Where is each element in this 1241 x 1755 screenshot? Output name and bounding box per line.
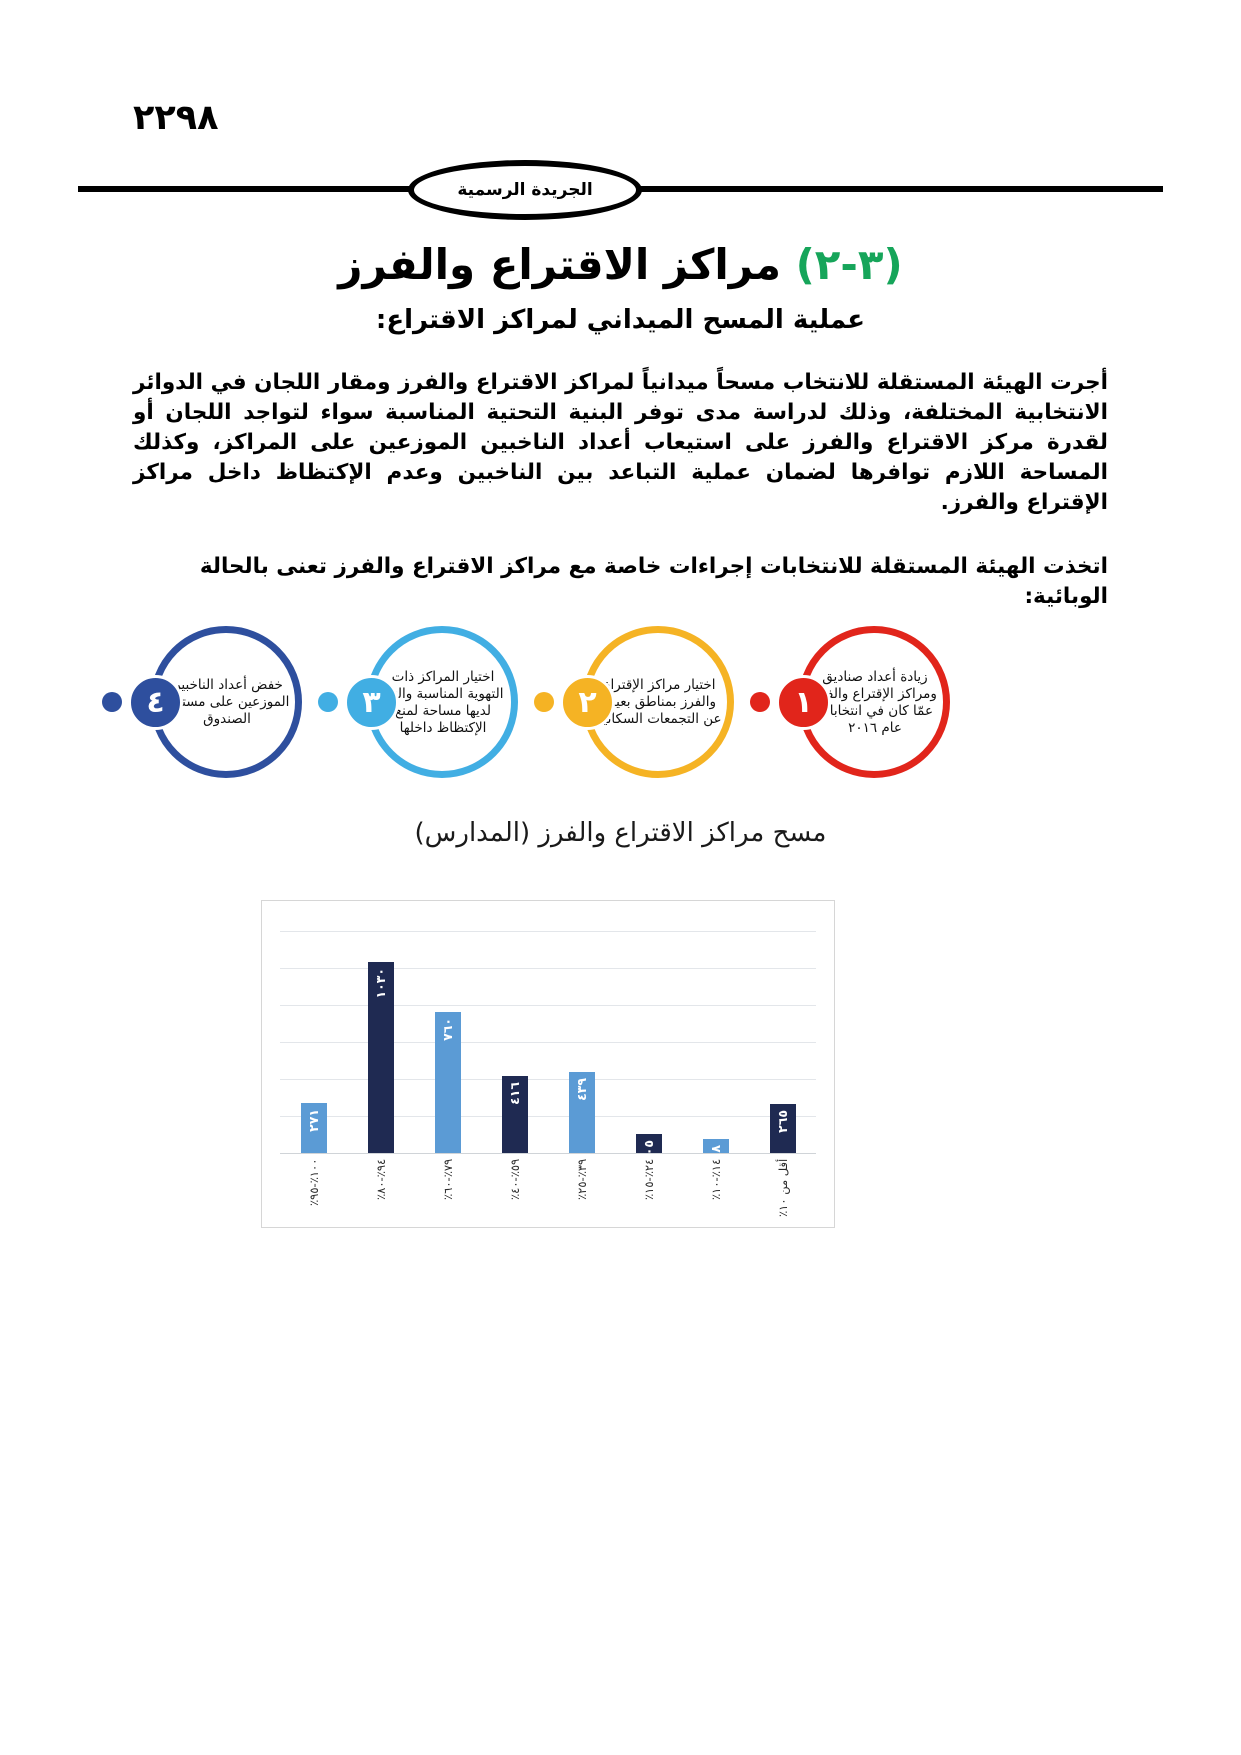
chart-gridline: [280, 931, 816, 932]
chart-bar-value-label: ٧٦٠: [440, 1018, 455, 1042]
chart-gridline: [280, 1005, 816, 1006]
chart-gridline: [280, 1042, 816, 1043]
chart-bar[interactable]: ٤٣٩: [568, 1071, 595, 1153]
chart-x-label-column: ٣٩٪-٢٥٪: [551, 1155, 611, 1225]
chart-bar[interactable]: ٢٦٥: [769, 1103, 796, 1153]
chart-x-label-column: أقل من ١٠٪: [752, 1155, 812, 1225]
infographic-node-4-text: خفض أعداد الناخبين الموزعين على مستوى ال…: [164, 677, 290, 727]
chart-x-tick-label: ٩٤٪-٨٠٪: [373, 1159, 388, 1201]
chart-bar[interactable]: ١٠٥: [635, 1133, 662, 1162]
chart-gridline: [280, 968, 816, 969]
chart-x-label-column: ١٤٪-١٠٪: [685, 1155, 745, 1225]
page-title: (٣-٢) مراكز الاقتراع والفرز: [0, 240, 1241, 289]
chart-bar-value-label: ٤٣٩: [574, 1077, 589, 1101]
infographic-dot-3: [318, 692, 338, 712]
chart-container: ٢٧١ ١٠٣٠ ٧٦٠ ٤١٦ ٤٣٩ ١٠٥ ١٨ ٢٦٥ ١٠٠٪-٩٥٪ ٩٤٪-٨٠٪…: [261, 900, 835, 1228]
chart-bar[interactable]: ١٨: [702, 1139, 729, 1160]
chart-x-tick-label: ٢٤٪-١٥٪: [641, 1159, 656, 1201]
chart-x-tick-label: ٣٩٪-٢٥٪: [574, 1159, 589, 1201]
infographic-node-2-text: اختيار مراكز الإقتراع والفرز بمناطق بعيد…: [596, 677, 722, 727]
section-number: (٣-٢): [795, 240, 903, 289]
chart-bar[interactable]: ٢٧١: [300, 1102, 327, 1153]
infographic-badge-3: ٣: [344, 675, 399, 730]
infographic-node-3: اختيار المراكز ذات التهوية المناسبة والت…: [318, 618, 518, 778]
gazette-ellipse: الجريدة الرسمية: [408, 160, 642, 220]
chart-title: مسح مراكز الاقتراع والفرز (المدارس): [414, 818, 827, 848]
chart-x-tick-label: أقل من ١٠٪: [775, 1159, 790, 1218]
chart-x-label-column: ٢٤٪-١٥٪: [618, 1155, 678, 1225]
infographic-node-3-text: اختيار المراكز ذات التهوية المناسبة والت…: [382, 668, 504, 736]
infographic-badge-2: ٢: [560, 675, 615, 730]
infographic-node-2: اختيار مراكز الإقتراع والفرز بمناطق بعيد…: [534, 618, 734, 778]
chart-bar-value-label: ٤١٦: [507, 1082, 522, 1105]
chart-x-tick-label: ٥٩٪-٤٠٪: [507, 1159, 522, 1201]
chart-bar-column: ٤١٦: [484, 931, 544, 1153]
page-number: ٢٢٩٨: [133, 98, 219, 138]
chart-x-label-column: ١٠٠٪-٩٥٪: [283, 1155, 343, 1225]
chart-bar-column: ٤٣٩: [551, 931, 611, 1153]
chart-x-tick-label: ٧٩٪-٦٠٪: [440, 1159, 455, 1201]
chart-bar-column: ٧٦٠: [417, 931, 477, 1153]
infographic-node-1-text: زيادة أعداد صناديق ومراكز الإقتراع والفر…: [813, 668, 937, 736]
chart-x-label-column: ٩٤٪-٨٠٪: [350, 1155, 410, 1225]
infographic-node-4: خفض أعداد الناخبين الموزعين على مستوى ال…: [102, 618, 302, 778]
chart-bars: ٢٧١ ١٠٣٠ ٧٦٠ ٤١٦ ٤٣٩ ١٠٥ ١٨ ٢٦٥: [280, 931, 816, 1162]
page-subtitle: عملية المسح الميداني لمراكز الاقتراع:: [375, 305, 866, 335]
infographic-dot-1: [750, 692, 770, 712]
chart-x-label-column: ٧٩٪-٦٠٪: [417, 1155, 477, 1225]
chart-x-axis: [280, 1153, 816, 1154]
chart-bar-column: ٢٦٥: [752, 931, 812, 1153]
chart-bar-column: ١٠٥: [618, 931, 678, 1162]
section-title: مراكز الاقتراع والفرز: [338, 240, 781, 289]
chart-x-label-column: ٥٩٪-٤٠٪: [484, 1155, 544, 1225]
chart-bar-column: ٢٧١: [283, 931, 343, 1153]
chart-gridline: [280, 1116, 816, 1117]
infographic-badge-4: ٤: [128, 675, 183, 730]
infographic-dot-4: [102, 692, 122, 712]
chart-plot-area: ٢٧١ ١٠٣٠ ٧٦٠ ٤١٦ ٤٣٩ ١٠٥ ١٨ ٢٦٥: [280, 931, 816, 1162]
chart-bar-value-label: ١٠٣٠: [373, 968, 388, 999]
paragraph-pandemic-measures: اتخذت الهيئة المستقلة للانتخابات إجراءات…: [199, 554, 1108, 609]
infographic-dot-2: [534, 692, 554, 712]
infographic-node-1: زيادة أعداد صناديق ومراكز الإقتراع والفر…: [750, 618, 950, 778]
measures-infographic: زيادة أعداد صناديق ومراكز الإقتراع والفر…: [102, 618, 950, 804]
chart-bar-column: ١٨: [685, 931, 745, 1160]
chart-x-axis-labels: ١٠٠٪-٩٥٪ ٩٤٪-٨٠٪ ٧٩٪-٦٠٪ ٥٩٪-٤٠٪ ٣٩٪-٢٥٪ ٢٤٪-…: [280, 1155, 816, 1225]
chart-x-tick-label: ١٠٠٪-٩٥٪: [306, 1159, 321, 1207]
chart-bar[interactable]: ٤١٦: [501, 1076, 528, 1153]
chart-bar-column: ١٠٣٠: [350, 931, 410, 1153]
chart-x-tick-label: ١٤٪-١٠٪: [708, 1159, 723, 1201]
chart-bar-value-label: ٢٦٥: [775, 1109, 790, 1133]
paragraph-survey-description: أجرت الهيئة المستقلة للانتخاب مسحاً ميدا…: [133, 370, 1108, 515]
gazette-label: الجريدة الرسمية: [457, 180, 593, 200]
infographic-badge-1: ١: [776, 675, 831, 730]
header-banner: الجريدة الرسمية: [78, 160, 1163, 222]
chart-bar[interactable]: ١٠٣٠: [367, 962, 394, 1153]
chart-gridline: [280, 1079, 816, 1080]
chart-bar[interactable]: ٧٦٠: [434, 1012, 461, 1153]
chart-bar-value-label: ٢٧١: [306, 1108, 321, 1132]
